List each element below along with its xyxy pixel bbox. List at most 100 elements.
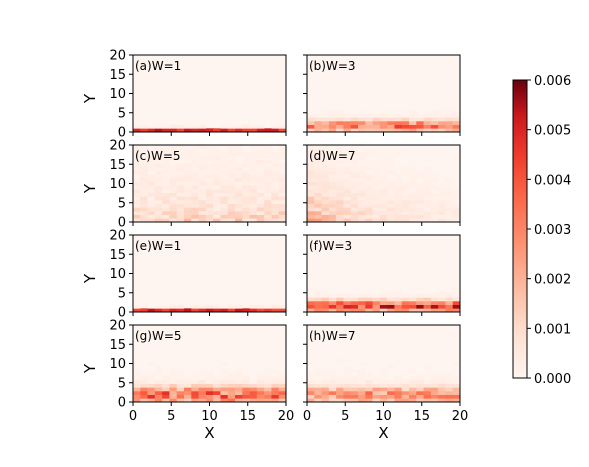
heatmap-cell [242,207,250,212]
heatmap-cell [379,369,388,373]
heatmap-cell [176,159,185,164]
heatmap-cell [387,361,395,366]
heatmap-cell [264,394,272,399]
y-tick-label: 20 [109,229,126,244]
heatmap-cell [343,398,352,403]
heatmap-cell [307,178,315,182]
heatmap-cell [372,376,381,381]
heatmap-cell [343,369,352,373]
heatmap-cell [423,365,432,370]
heatmap-cell [379,170,388,175]
heatmap-cell [235,152,243,157]
heatmap-cell [176,391,185,395]
heatmap-cell [365,167,373,171]
heatmap-cell [147,207,156,212]
heatmap-cell [133,376,141,381]
heatmap-cell [154,170,163,175]
heatmap-cell [314,170,322,175]
heatmap-cell [307,376,315,381]
heatmap-cell [242,376,250,381]
panels-layer: (a)W=105101520Y(b)W=3(c)W=505101520Y(d)W… [81,49,468,443]
heatmap-cell [307,117,315,122]
heatmap-cell [256,308,265,313]
heatmap-cell [321,192,330,197]
heatmap-cell [242,398,250,403]
heatmap-cell [205,380,214,384]
heatmap-cell [343,365,352,370]
heatmap-cell [133,372,141,377]
heatmap-cell [438,181,446,186]
heatmap-cell [154,167,163,171]
panel-background [133,235,286,312]
heatmap-cell [314,113,322,118]
heatmap-cell [452,387,461,392]
heatmap-cell [191,124,199,129]
heatmap-cell [372,383,381,388]
heatmap-cell [169,181,178,186]
panel-label: (g)W=5 [135,329,182,343]
heatmap-cell [336,308,344,313]
x-tick-label: 15 [239,409,256,424]
heatmap-cell [249,304,258,309]
heatmap-cell [264,203,272,208]
heatmap-cell [430,113,439,118]
heatmap-cell [205,398,214,403]
heatmap-cell [133,218,141,223]
heatmap-cell [409,361,417,366]
y-tick-label: 0 [118,396,126,411]
heatmap-cell [162,156,170,160]
heatmap-cell [423,398,432,403]
heatmap-cell [445,117,454,122]
y-tick-label: 5 [118,286,126,301]
heatmap-cell [227,181,236,186]
heatmap-cell [394,152,403,157]
heatmap-cell [140,124,148,129]
heatmap-cell [438,200,446,204]
heatmap-cell [350,304,359,309]
heatmap-cell [227,203,236,208]
heatmap-cell [328,398,337,403]
colorbar-tick-label: 0.006 [534,74,571,89]
heatmap-cell [307,304,315,309]
heatmap-cell [242,196,250,201]
heatmap-cell [387,181,395,186]
heatmap-cell [365,372,373,377]
heatmap-cell [133,398,141,403]
heatmap-cell [147,203,156,208]
heatmap-cell [256,372,265,377]
heatmap-cell [220,387,229,392]
heatmap-cell [162,211,170,215]
heatmap-cell [445,293,454,298]
heatmap-cell [198,185,207,190]
heatmap-cell [191,380,199,384]
heatmap-cell [133,148,141,153]
heatmap-cell [140,185,148,190]
heatmap-cell [438,185,446,190]
heatmap-cell [249,394,258,399]
heatmap-cell [416,214,424,219]
heatmap-cell [184,383,192,388]
heatmap-cell [401,203,410,208]
heatmap-cell [140,211,148,215]
heatmap-cell [205,394,214,399]
heatmap-cell [198,128,207,133]
heatmap-cell [133,189,141,193]
heatmap-cell [358,293,366,298]
heatmap-cell [394,376,403,381]
heatmap-cell [242,124,250,129]
heatmap-cell [198,196,207,201]
heatmap-cell [423,170,432,175]
heatmap-cell [445,203,454,208]
heatmap-cell [242,170,250,175]
heatmap-cell [321,383,330,388]
heatmap-cell [147,128,156,133]
heatmap-cell [336,189,344,193]
heatmap-cell [379,159,388,164]
heatmap-cell [452,290,461,294]
heatmap-cell [394,185,403,190]
heatmap-cell [409,189,417,193]
heatmap-cell [191,372,199,377]
heatmap-cell [147,192,156,197]
heatmap-cell [133,394,141,399]
